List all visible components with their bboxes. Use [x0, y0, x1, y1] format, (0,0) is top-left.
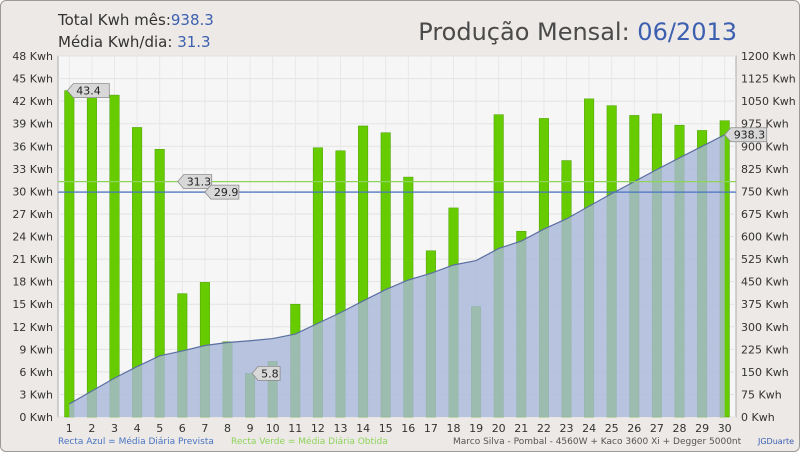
- x-tick-label: 10: [266, 422, 280, 435]
- x-tick-label: 14: [356, 422, 370, 435]
- y-left-tick-label: 48 Kwh: [12, 50, 53, 63]
- y-right-tick-label: 0 Kwh: [741, 411, 775, 424]
- y-right-tick-label: 150 Kwh: [741, 366, 789, 379]
- y-left-tick-label: 6 Kwh: [19, 366, 53, 379]
- y-left-tick-label: 39 Kwh: [12, 118, 53, 131]
- data-label-min-day-box: [251, 365, 281, 381]
- footer-blue-note: Recta Azul = Média Diária Prevista: [58, 437, 214, 447]
- avg-kwh-header: Média Kwh/dia: 31.3: [58, 33, 211, 51]
- data-label-month-total-box: [724, 127, 768, 143]
- data-label-avg-blue-box: [204, 184, 240, 200]
- x-tick-label: 9: [247, 422, 254, 435]
- total-kwh-header: Total Kwh mês:938.3: [58, 11, 214, 29]
- x-tick-label: 18: [447, 422, 461, 435]
- x-tick-label: 5: [156, 422, 163, 435]
- x-tick-label: 22: [537, 422, 551, 435]
- y-left-tick-label: 9 Kwh: [19, 343, 53, 356]
- avg-kwh-value: 31.3: [177, 33, 211, 51]
- y-right-tick-label: 675 Kwh: [741, 208, 789, 221]
- data-label-max-day-box: [66, 83, 110, 98]
- y-left-tick-label: 42 Kwh: [12, 95, 53, 108]
- x-tick-label: 20: [492, 422, 506, 435]
- x-tick-label: 4: [134, 422, 141, 435]
- footer-credit: JGDuarte: [758, 437, 795, 446]
- y-right-tick-label: 1125 Kwh: [741, 73, 796, 86]
- x-tick-label: 25: [605, 422, 619, 435]
- data-label-month-total: 938.3: [734, 129, 766, 142]
- x-tick-label: 19: [469, 422, 483, 435]
- x-tick-label: 13: [334, 422, 348, 435]
- y-right-tick-label: 450 Kwh: [741, 276, 789, 289]
- y-right-tick-label: 75 Kwh: [741, 388, 782, 401]
- x-tick-label: 2: [88, 422, 95, 435]
- x-tick-label: 15: [379, 422, 393, 435]
- y-left-tick-label: 15 Kwh: [12, 298, 53, 311]
- y-right-tick-label: 825 Kwh: [741, 163, 789, 176]
- y-right-tick-label: 600 Kwh: [741, 231, 789, 244]
- chart-title: Produção Mensal: 06/2013: [418, 18, 737, 46]
- bar: [64, 90, 75, 418]
- y-left-tick-label: 18 Kwh: [12, 276, 53, 289]
- y-right-tick-label: 300 Kwh: [741, 321, 789, 334]
- footer-system: Marco Silva - Pombal - 4560W + Kaco 3600…: [453, 437, 742, 447]
- cumulative-area: [69, 134, 725, 417]
- x-tick-label: 17: [424, 422, 438, 435]
- x-tick-label: 27: [650, 422, 664, 435]
- avg-kwh-label: Média Kwh/dia:: [58, 33, 173, 51]
- y-right-tick-label: 1050 Kwh: [741, 95, 796, 108]
- x-tick-label: 6: [179, 422, 186, 435]
- x-tick-label: 8: [224, 422, 231, 435]
- data-label-min-day: 5.8: [261, 367, 279, 380]
- x-tick-label: 30: [718, 422, 732, 435]
- x-tick-label: 7: [201, 422, 208, 435]
- x-tick-label: 1: [66, 422, 73, 435]
- y-left-tick-label: 24 Kwh: [12, 231, 53, 244]
- y-right-tick-label: 225 Kwh: [741, 343, 789, 356]
- x-tick-label: 24: [582, 422, 596, 435]
- y-left-tick-label: 33 Kwh: [12, 163, 53, 176]
- data-label-avg-blue: 29.9: [214, 186, 239, 199]
- x-tick-label: 3: [111, 422, 118, 435]
- y-left-tick-label: 0 Kwh: [19, 411, 53, 424]
- bar: [109, 94, 120, 418]
- x-tick-label: 16: [401, 422, 415, 435]
- x-tick-label: 28: [673, 422, 687, 435]
- chart-title-period: 06/2013: [637, 18, 737, 46]
- x-tick-label: 26: [627, 422, 641, 435]
- x-tick-label: 29: [695, 422, 709, 435]
- y-left-tick-label: 30 Kwh: [12, 185, 53, 198]
- y-left-tick-label: 12 Kwh: [12, 321, 53, 334]
- footer-green-note: Recta Verde = Média Diária Obtida: [231, 437, 388, 447]
- x-tick-label: 23: [560, 422, 574, 435]
- y-left-tick-label: 21 Kwh: [12, 253, 53, 266]
- total-kwh-label: Total Kwh mês:: [58, 11, 171, 29]
- x-tick-label: 12: [311, 422, 325, 435]
- y-right-tick-label: 900 Kwh: [741, 140, 789, 153]
- data-label-max-day: 43.4: [76, 85, 101, 98]
- y-right-tick-label: 525 Kwh: [741, 253, 789, 266]
- y-left-tick-label: 45 Kwh: [12, 73, 53, 86]
- y-left-tick-label: 3 Kwh: [19, 388, 53, 401]
- y-left-tick-label: 36 Kwh: [12, 140, 53, 153]
- chart-title-label: Produção Mensal:: [418, 18, 630, 46]
- total-kwh-value: 938.3: [170, 11, 214, 29]
- bar: [86, 93, 97, 418]
- y-right-tick-label: 375 Kwh: [741, 298, 789, 311]
- x-tick-label: 21: [514, 422, 528, 435]
- data-label-avg-green: 31.3: [187, 176, 212, 189]
- data-label-avg-green-box: [177, 174, 213, 189]
- y-right-tick-label: 750 Kwh: [741, 185, 789, 198]
- y-right-tick-label: 1200 Kwh: [741, 50, 796, 63]
- x-tick-label: 11: [288, 422, 302, 435]
- y-left-tick-label: 27 Kwh: [12, 208, 53, 221]
